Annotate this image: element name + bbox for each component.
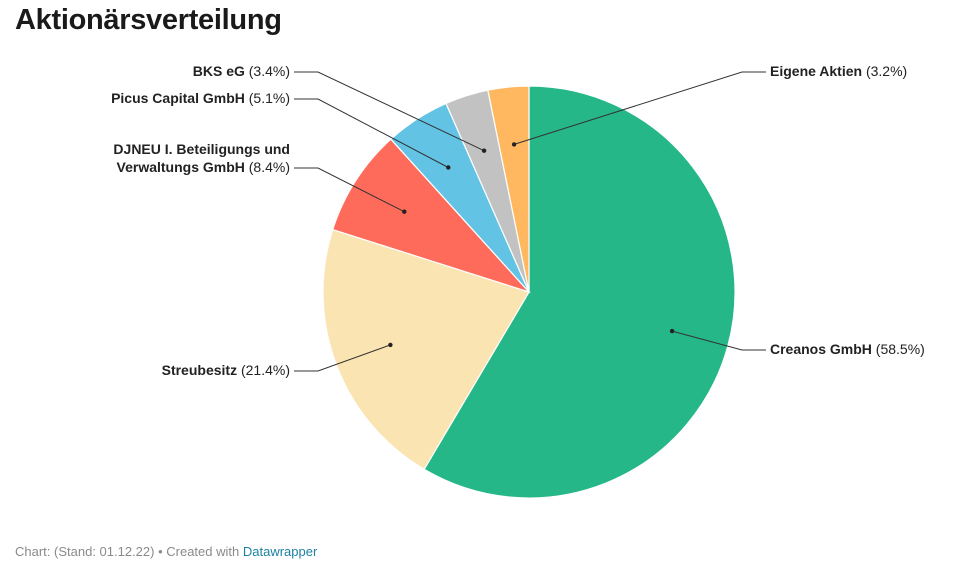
slice-name: Creanos GmbH [770, 341, 872, 357]
leader-dot-3 [402, 209, 407, 214]
slice-value: (3.2%) [862, 63, 907, 79]
leader-line-5 [294, 71, 485, 152]
pie-slice-3 [331, 138, 531, 294]
slice-value: (21.4%) [237, 362, 290, 378]
slice-name: BKS eG [193, 63, 245, 79]
slice-label-3: DJNEU I. Beteiligungs und [113, 141, 290, 157]
chart-title: Aktionärsverteilung [15, 4, 282, 36]
slice-name: Verwaltungs GmbH [117, 159, 245, 175]
slice-label-6: Eigene Aktien (3.2%) [770, 63, 907, 79]
datawrapper-link[interactable]: Datawrapper [242, 544, 318, 559]
leader-dot-6 [511, 142, 517, 147]
slice-name: Picus Capital GmbH [111, 90, 245, 106]
leader-dot-5 [481, 148, 487, 153]
leader-line-6 [513, 71, 766, 145]
leader-line-2 [294, 344, 391, 372]
slice-label-2: Streubesitz (21.4%) [162, 362, 290, 378]
slice-name: Streubesitz [162, 362, 237, 378]
footer-text: Chart: (Stand: 01.12.22) • Created with [15, 544, 240, 559]
leader-dot-4 [446, 165, 451, 170]
slice-value: (58.5%) [872, 341, 925, 357]
leader-dot-2 [388, 342, 393, 348]
slice-value: (3.4%) [245, 63, 290, 79]
pie-slice-2 [322, 228, 530, 471]
chart-footer: Chart: (Stand: 01.12.22) • Created with … [15, 544, 317, 559]
leader-line-3 [294, 167, 405, 213]
leader-dot-1 [669, 328, 675, 334]
slice-label-1: Creanos GmbH (58.5%) [770, 341, 925, 357]
slice-label-5: BKS eG (3.4%) [193, 63, 290, 79]
slice-label-3: Verwaltungs GmbH (8.4%) [117, 159, 290, 175]
leader-line-1 [671, 330, 766, 351]
slice-name: Eigene Aktien [770, 63, 862, 79]
slice-name: DJNEU I. Beteiligungs und [113, 141, 290, 157]
slice-label-4: Picus Capital GmbH (5.1%) [111, 90, 290, 106]
slice-value: (5.1%) [245, 90, 290, 106]
pie-chart: Creanos GmbH (58.5%) Streubesitz (21.4%) D… [111, 63, 925, 499]
slice-value: (8.4%) [245, 159, 290, 175]
leader-line-4 [294, 98, 449, 168]
pie-slice-6 [487, 85, 530, 293]
